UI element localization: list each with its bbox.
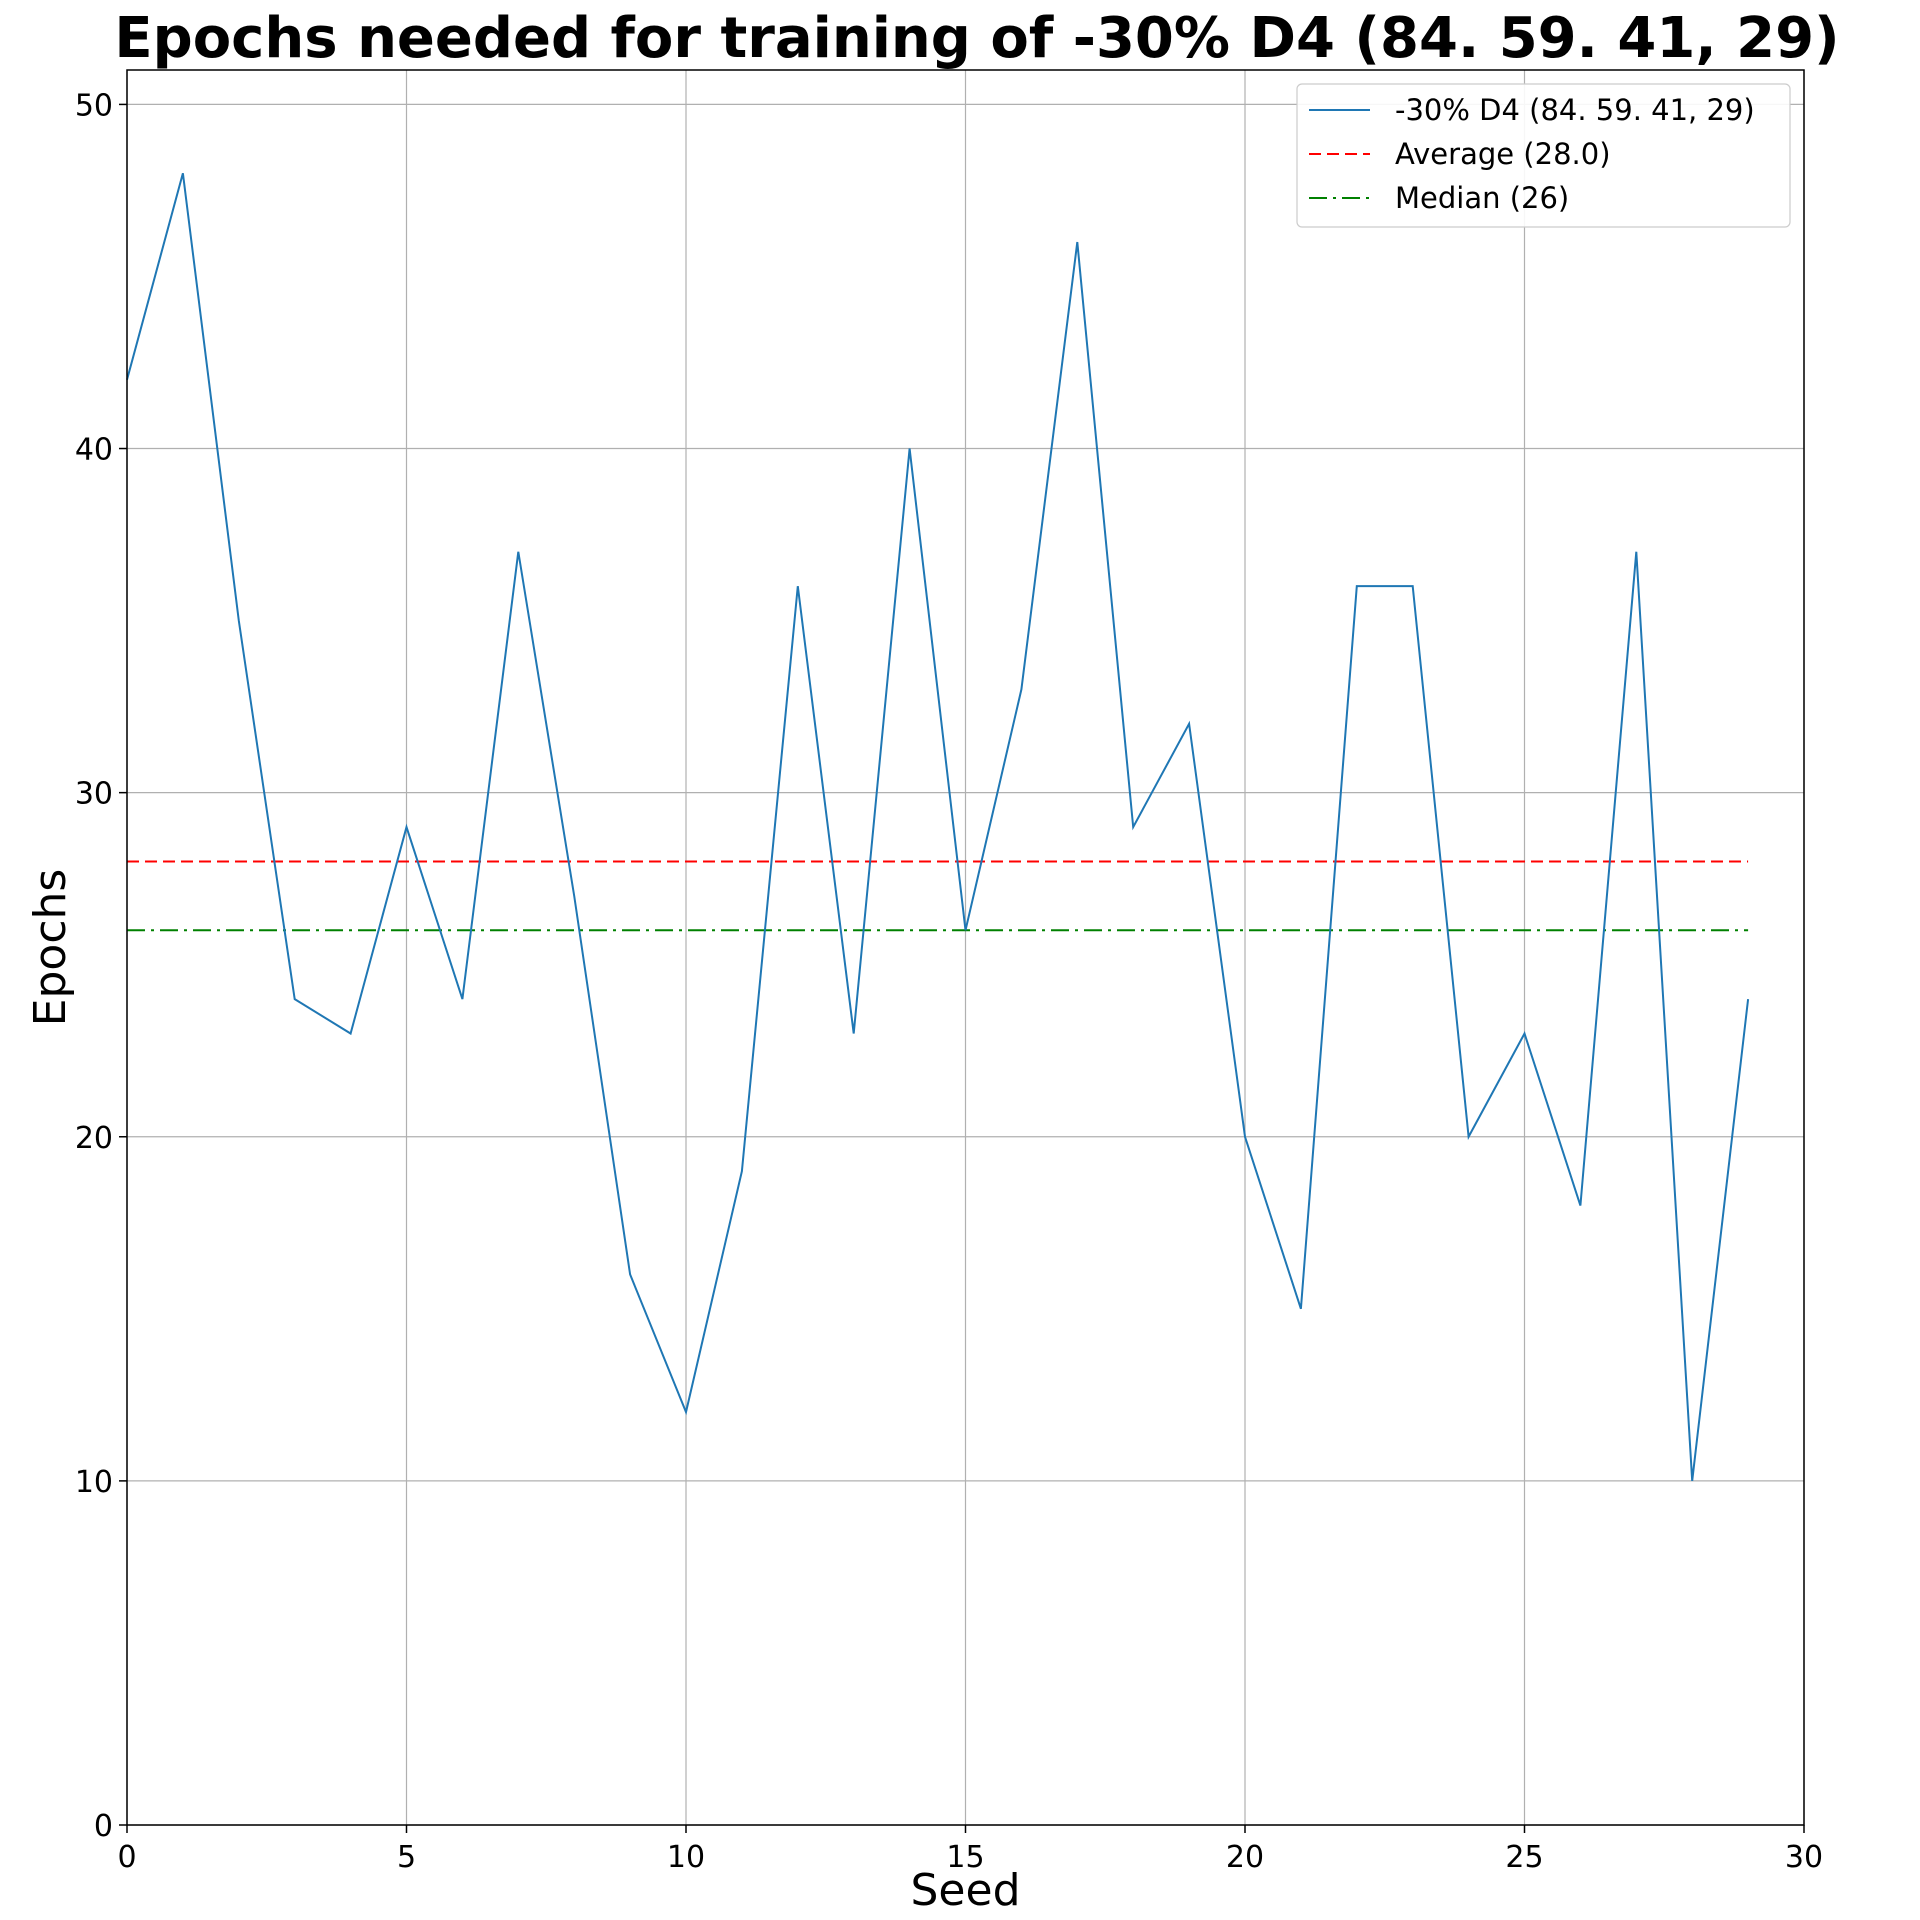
- y-tick-label: 40: [75, 433, 113, 468]
- legend-box: [1296, 83, 1791, 228]
- legend-entry-average: Average (28.0): [1395, 137, 1611, 171]
- x-tick-label: 25: [1505, 1840, 1543, 1875]
- x-tick-label: 20: [1226, 1840, 1264, 1875]
- x-tick-label: 15: [946, 1840, 984, 1875]
- x-tick-label: 5: [397, 1840, 416, 1875]
- series-line: [126, 172, 1750, 1481]
- x-tick-label: 10: [667, 1840, 705, 1875]
- legend-entry-series: -30% D4 (84. 59. 41, 29): [1395, 93, 1755, 127]
- reference-lines: [127, 860, 1749, 932]
- y-axis-label: Epochs: [25, 869, 76, 1027]
- x-tick-label: 0: [117, 1840, 136, 1875]
- legend-entry-median: Median (26): [1395, 181, 1569, 215]
- y-tick-label: 20: [75, 1121, 113, 1156]
- y-tick-label: 30: [75, 777, 113, 812]
- y-tick-label: 50: [75, 88, 113, 123]
- chart-title: Epochs needed for training of -30% D4 (8…: [114, 6, 1839, 71]
- y-tick-label: 10: [75, 1465, 113, 1500]
- y-axis-ticks: 0 10 20 30 40 50: [75, 88, 127, 1844]
- x-tick-label: 30: [1785, 1840, 1823, 1875]
- legend: -30% D4 (84. 59. 41, 29) Average (28.0) …: [1296, 83, 1791, 228]
- grid-layer: [126, 70, 1805, 1826]
- x-axis-label: Seed: [911, 1865, 1021, 1916]
- y-tick-label: 0: [94, 1809, 113, 1844]
- x-axis-ticks: 0 5 10 15 20 25 30: [117, 1825, 1823, 1875]
- series-layer: [126, 172, 1750, 1481]
